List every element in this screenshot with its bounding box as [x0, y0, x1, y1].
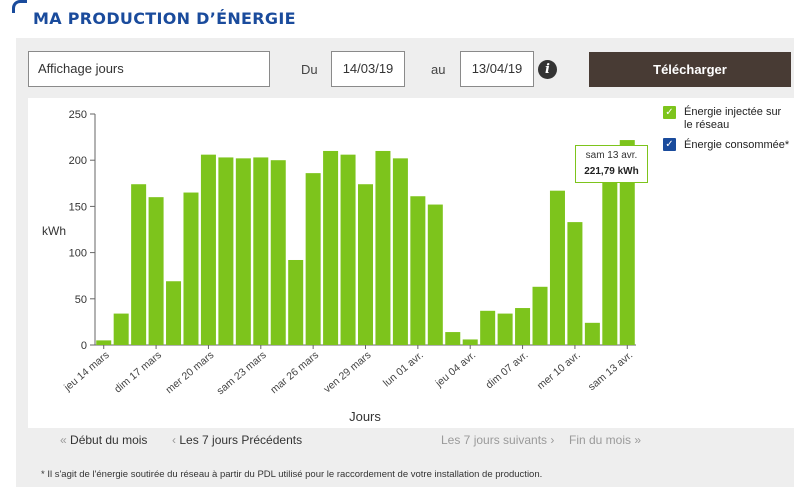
bar [462, 339, 478, 345]
x-tick-label: dim 17 mars [112, 349, 164, 395]
y-tick-label: 50 [75, 294, 87, 306]
y-tick-label: 150 [69, 201, 87, 213]
bar [218, 157, 234, 345]
x-tick-label: sam 23 mars [215, 349, 269, 397]
x-axis-label: Jours [349, 409, 381, 424]
nav-first-icon: « [60, 433, 67, 447]
footnote: * Il s'agit de l'énergie soutirée du rés… [41, 469, 543, 480]
legend-consumed-checkbox[interactable]: ✓ [663, 138, 676, 151]
y-tick-label: 0 [81, 340, 87, 352]
nav-last-label: Fin du mois [569, 433, 632, 447]
bar [148, 197, 164, 345]
chart-tooltip: sam 13 avr. 221,79 kWh [575, 145, 648, 183]
y-tick-label: 100 [69, 248, 87, 260]
bar [567, 222, 583, 345]
nav-last-icon: » [634, 433, 642, 447]
y-axis-label: kWh [42, 224, 66, 238]
from-date-field[interactable]: 14/03/19 [331, 51, 405, 87]
bar [532, 286, 548, 345]
bar [480, 310, 496, 345]
legend-injected-label[interactable]: Énergie injectée sur le réseau [684, 106, 782, 131]
x-tick-label: lun 01 avr. [381, 349, 426, 389]
bar [392, 158, 408, 345]
y-tick-label: 200 [69, 155, 87, 167]
nav-next[interactable]: Les 7 jours suivants › [441, 433, 554, 447]
bar [515, 308, 531, 345]
legend-consumed-label[interactable]: Énergie consommée* [684, 139, 790, 151]
bar [96, 340, 112, 345]
bar [584, 322, 600, 345]
to-label: au [431, 62, 446, 77]
nav-prev[interactable]: ‹ Les 7 jours Précédents [172, 433, 302, 447]
download-button[interactable]: Télécharger [589, 52, 791, 87]
x-tick-label: sam 13 avr. [586, 349, 635, 393]
bar [253, 157, 269, 345]
from-label: Du [301, 62, 318, 77]
bar [602, 174, 618, 345]
x-tick-label: mer 10 avr. [535, 349, 583, 392]
nav-prev-icon: ‹ [172, 433, 176, 447]
bar [131, 184, 147, 345]
bar [270, 160, 286, 345]
bar [549, 190, 565, 345]
bar [200, 154, 216, 345]
nav-next-label: Les 7 jours suivants [441, 433, 548, 447]
bar [323, 150, 339, 345]
bar [288, 259, 304, 345]
bar [375, 150, 391, 345]
bar [113, 313, 129, 345]
bar [235, 158, 251, 345]
x-tick-label: ven 29 mars [321, 349, 373, 395]
bar [410, 196, 426, 345]
nav-last[interactable]: Fin du mois » [569, 433, 641, 447]
y-tick-label: 250 [69, 109, 87, 121]
bar [357, 184, 374, 345]
bar [427, 204, 443, 345]
x-tick-label: mar 26 mars [268, 349, 321, 396]
nav-prev-label: Les 7 jours Précédents [179, 433, 303, 447]
bar [619, 140, 635, 345]
nav-first-label: Début du mois [70, 433, 148, 447]
nav-first[interactable]: « Début du mois [60, 433, 147, 447]
view-mode-select[interactable]: Affichage jours [28, 51, 270, 87]
bar [340, 154, 356, 345]
x-tick-label: mer 20 mars [164, 349, 217, 396]
bar [305, 173, 321, 345]
x-tick-label: dim 07 avr. [483, 349, 530, 391]
tooltip-date: sam 13 avr. [585, 150, 638, 161]
legend-injected-checkbox[interactable]: ✓ [663, 106, 676, 119]
bar [166, 281, 182, 345]
page-title: MA PRODUCTION D’ÉNERGIE [33, 9, 296, 28]
info-icon[interactable]: i [538, 60, 557, 79]
bar [445, 332, 461, 345]
nav-next-icon: › [550, 433, 555, 447]
x-tick-label: jeu 14 mars [61, 349, 112, 394]
title-accent [12, 0, 27, 13]
to-date-field[interactable]: 13/04/19 [460, 51, 534, 87]
tooltip-arrow [622, 182, 632, 187]
x-tick-label: jeu 04 avr. [433, 349, 479, 390]
bar [497, 313, 513, 345]
tooltip-value: 221,79 kWh [584, 166, 639, 177]
bar [183, 192, 199, 345]
